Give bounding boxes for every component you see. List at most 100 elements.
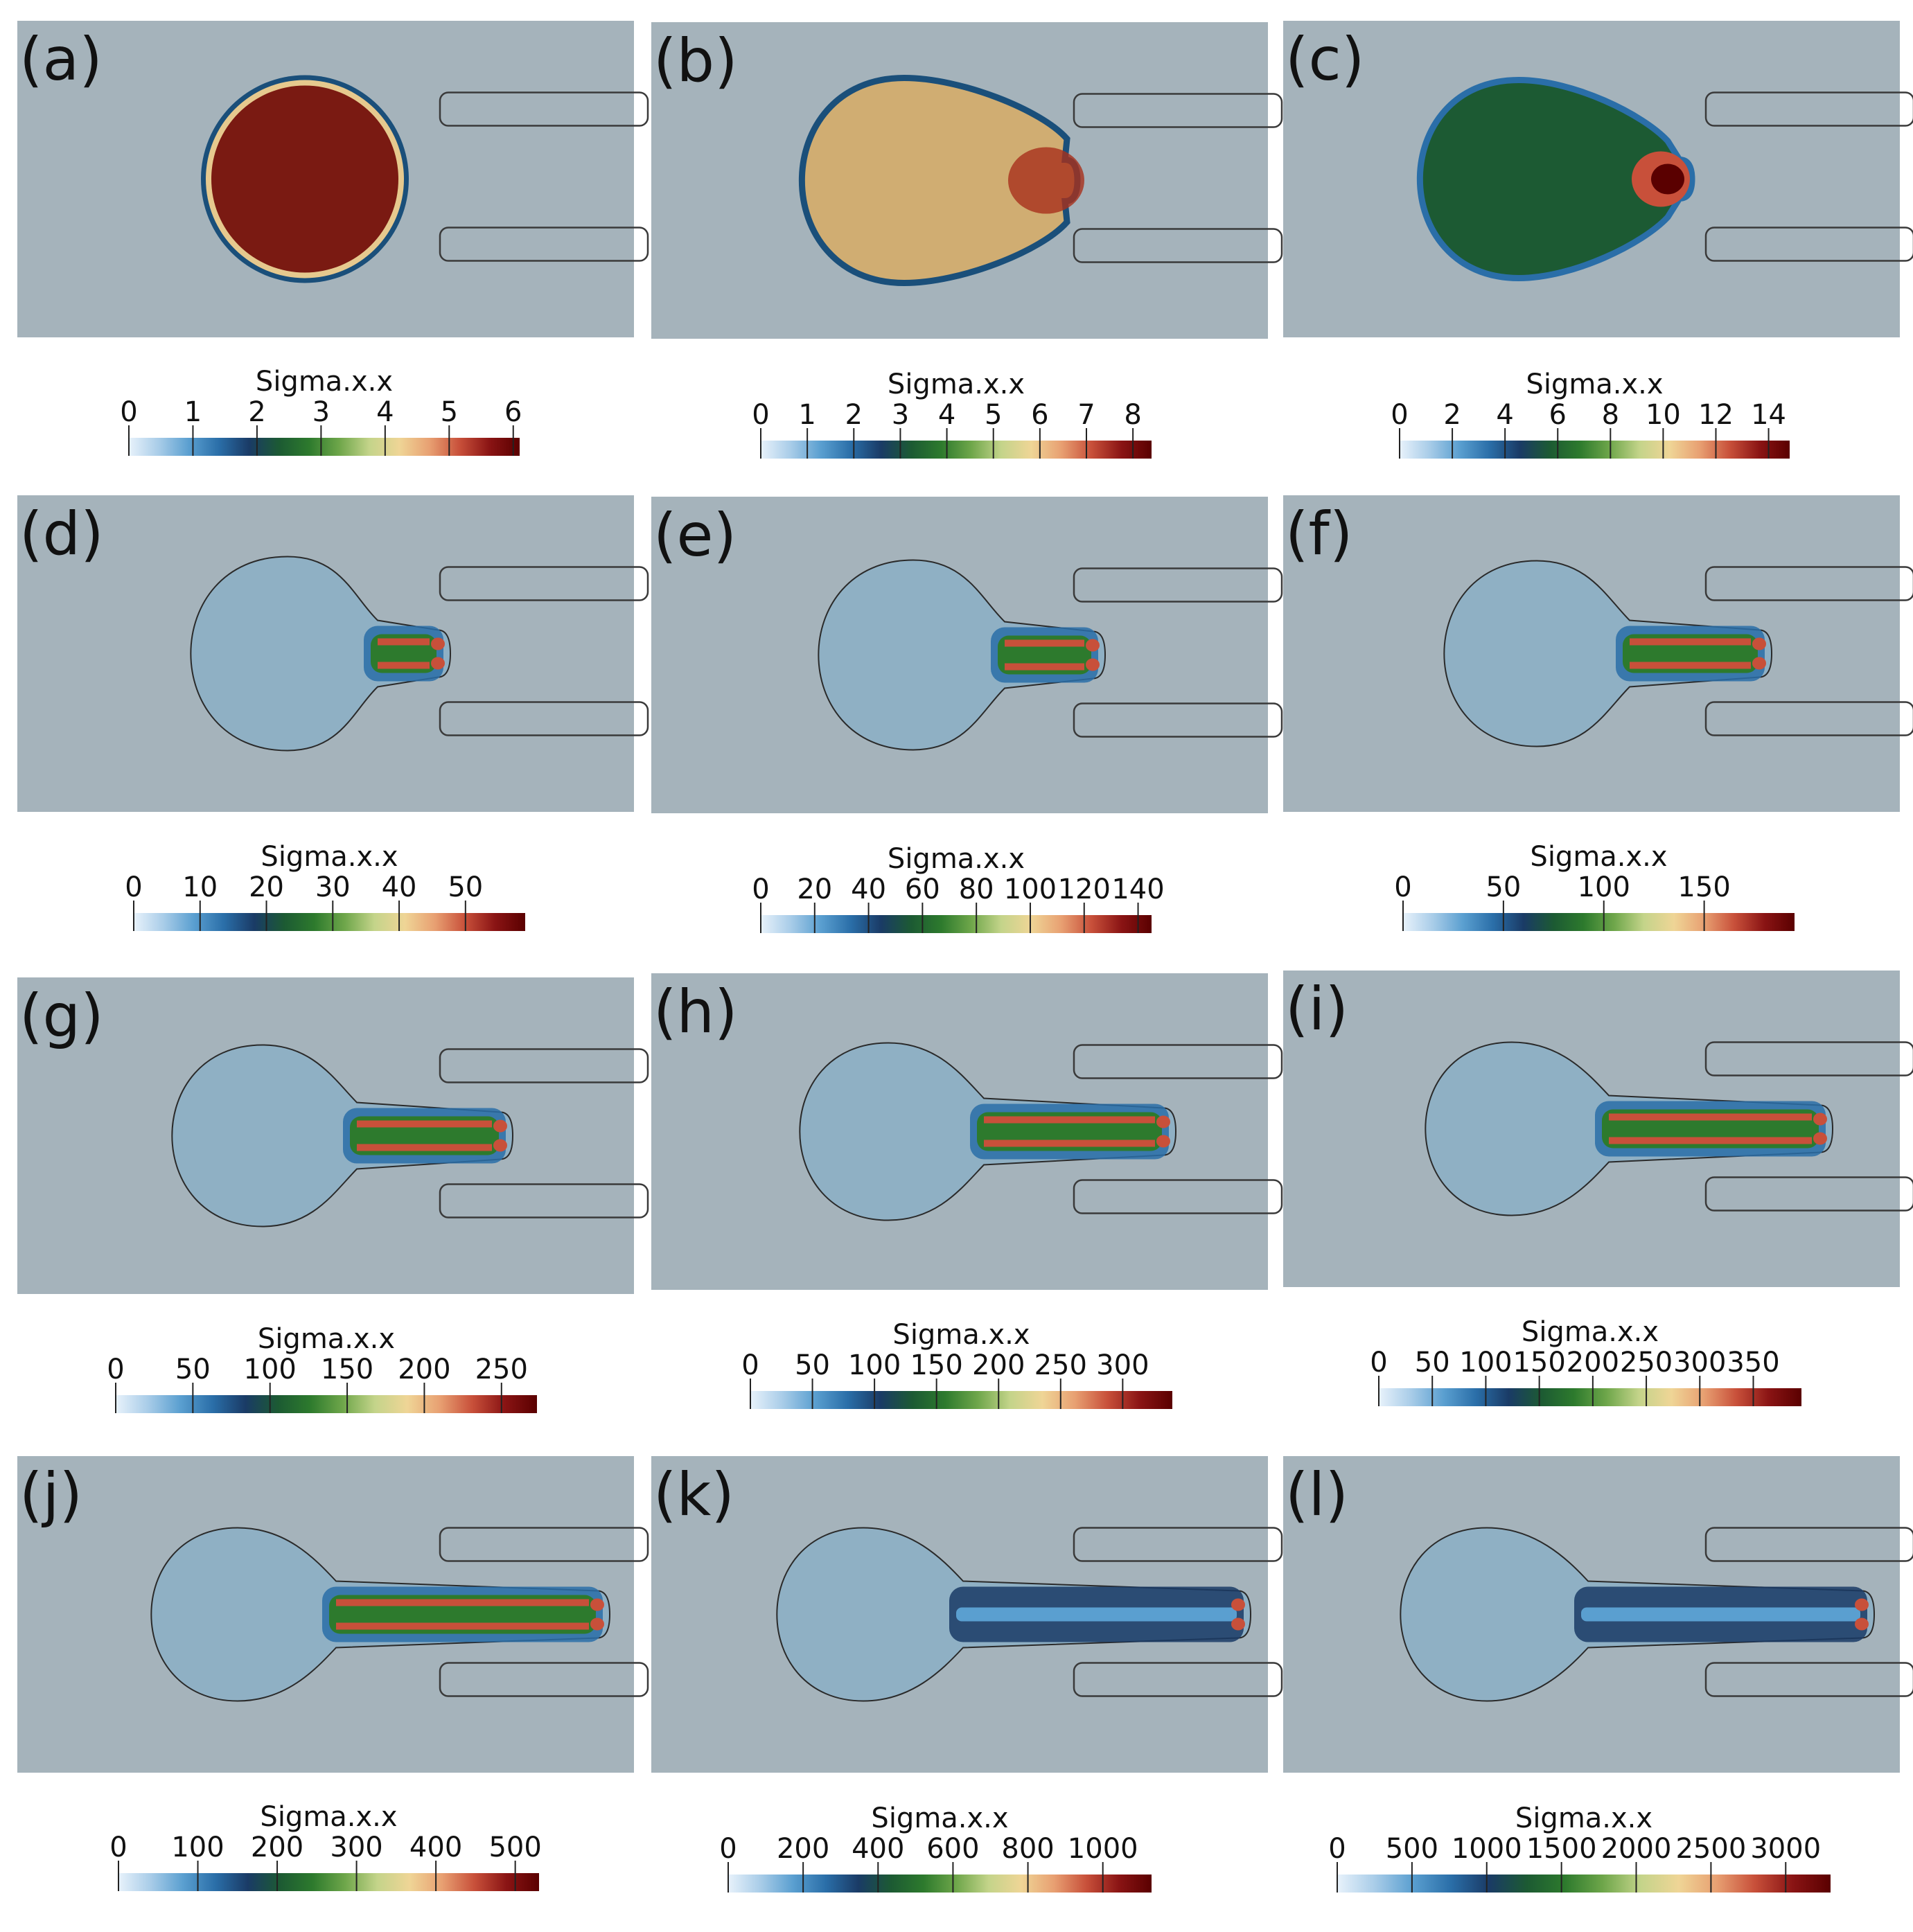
channel-wall-top [439,1048,649,1083]
panel-b: (b) Sigma.x.x 0 1 2 3 4 5 6 7 8 [651,22,1283,459]
colorbar-tick-label: 2 [248,396,265,428]
tip-stress-spot-top [1156,1115,1170,1128]
tip-stress-spot-bottom [1231,1618,1245,1631]
tip-stress-spot-top [590,1598,604,1611]
colorbar-tick-label: 0 [1328,1833,1346,1865]
colorbar-title: Sigma.x.x [261,841,398,873]
colorbar-tick-label: 1 [798,399,816,431]
channel-wall-bottom [1073,1179,1283,1214]
colorbar: Sigma.x.x 0 1 2 3 4 5 6 [120,366,522,456]
colorbar-tick-label: 300 [1673,1347,1726,1379]
colorbar-tick-label: 100 [1578,871,1630,903]
filament-stress-band-top [1609,1113,1812,1121]
colorbar-tick-label: 250 [475,1354,528,1385]
colorbar-tick-label: 100 [1459,1347,1512,1379]
colorbar-tick-label: 3 [892,399,909,431]
colorbar-tick-label: 50 [448,871,483,903]
filament-stress-band-bottom [336,1622,589,1630]
filament-stress-band-bottom [378,662,430,669]
tip-stress-spot-top [431,637,445,650]
channel-wall-bottom [1073,1662,1283,1697]
droplet-body [1443,560,1773,747]
colorbar-tick-label: 400 [852,1833,904,1865]
colorbar-tick-label: 100 [171,1832,224,1863]
colorbar-tick-label: 0 [752,399,769,431]
tip-stress-spot-bottom [1086,658,1100,671]
colorbar-tick-label: 200 [777,1833,829,1865]
channel-wall-top [1704,1527,1913,1562]
colorbar-tick-label: 8 [1124,399,1141,431]
colorbar-title: Sigma.x.x [1522,1316,1659,1348]
colorbar-gradient [1379,1388,1801,1406]
colorbar-tick-label: 400 [409,1832,462,1863]
panel-f: (f) Sigma.x.x 0 50 100 150 [1283,495,1913,931]
colorbar-tick-label: 0 [1370,1347,1387,1379]
colorbar-tick-label: 0 [120,396,137,428]
panel-d: (d) Sigma.x.x 0 10 20 30 40 50 [17,495,649,931]
tip-stress-spot-bottom [1855,1618,1869,1631]
tip-stress-spot-bottom [590,1618,604,1631]
colorbar: Sigma.x.x 0 10 20 30 40 50 [125,841,525,931]
panel-label: (j) [19,1460,82,1530]
filament-stress-band-bottom [1609,1137,1812,1144]
channel-wall-bottom [439,701,649,736]
colorbar-tick-label: 0 [1394,871,1411,903]
colorbar: Sigma.x.x 0 20 40 60 80 100 120 140 [752,843,1165,933]
colorbar-tick-label: 50 [1415,1347,1450,1379]
droplet-stress-core [1651,163,1684,195]
colorbar-tick-label: 100 [244,1354,297,1385]
colorbar-title: Sigma.x.x [1515,1802,1652,1834]
colorbar-tick-label: 30 [315,871,351,903]
tip-stress-spot-top [493,1119,507,1133]
channel-wall-bottom [1073,228,1283,263]
colorbar-tick-label: 7 [1077,399,1095,431]
colorbar-tick-label: 150 [1513,1347,1565,1379]
filament-stress-band-bottom [984,1140,1155,1147]
colorbar-tick-label: 40 [382,871,417,903]
panel-label: (b) [653,26,738,96]
colorbar-tick-label: 2500 [1675,1833,1746,1865]
channel-wall-top [1704,566,1913,601]
colorbar-tick-label: 1000 [1452,1833,1522,1865]
colorbar-tick-label: 6 [1549,399,1567,431]
tip-stress-spot-top [1231,1598,1245,1611]
colorbar-gradient [116,1395,537,1413]
colorbar-tick-label: 1000 [1068,1833,1138,1865]
panel-label: (h) [653,977,738,1047]
colorbar-tick-label: 150 [910,1349,962,1381]
channel-wall-top [1073,1044,1283,1079]
colorbar-tick-label: 2000 [1601,1833,1672,1865]
colorbar: Sigma.x.x 0 200 400 600 800 1000 [719,1802,1152,1893]
droplet-body [818,559,1107,751]
colorbar-tick-label: 300 [1096,1349,1149,1381]
colorbar-tick-label: 200 [251,1832,303,1863]
panel-a: (a) Sigma.x.x 0 1 2 3 4 5 6 [17,21,649,456]
filament-stress-band-bottom [357,1144,492,1151]
channel-wall-top [1073,93,1283,128]
channel-wall-bottom [1073,702,1283,738]
panel-h: (h) Sigma.x.x 0 50 100 150 200 250 300 [651,973,1283,1409]
tip-stress-spot-top [1813,1113,1827,1126]
colorbar-gradient [129,438,520,456]
filament-core [1581,1607,1860,1622]
colorbar-tick-label: 150 [321,1354,373,1385]
colorbar-tick-label: 60 [905,874,940,905]
colorbar-tick-label: 12 [1698,399,1734,431]
tip-stress-spot-bottom [1813,1132,1827,1145]
droplet-body [211,85,398,273]
filament-stress-band-bottom [1630,662,1751,669]
colorbar-title: Sigma.x.x [1530,841,1667,873]
colorbar-tick-label: 14 [1751,399,1786,431]
colorbar-tick-label: 4 [1496,399,1513,431]
colorbar-gradient [750,1391,1172,1409]
channel-wall-top [439,91,649,127]
colorbar-tick-label: 120 [1058,874,1111,905]
colorbar-tick-label: 10 [182,871,218,903]
droplet-body [1416,76,1695,282]
droplet-body [190,556,452,752]
colorbar-tick-label: 5 [985,399,1002,431]
panel-label: (l) [1285,1460,1348,1530]
channel-wall-bottom [1704,227,1913,262]
colorbar: Sigma.x.x 0 50 100 150 200 250 300 [741,1319,1172,1409]
colorbar-tick-label: 300 [330,1832,382,1863]
